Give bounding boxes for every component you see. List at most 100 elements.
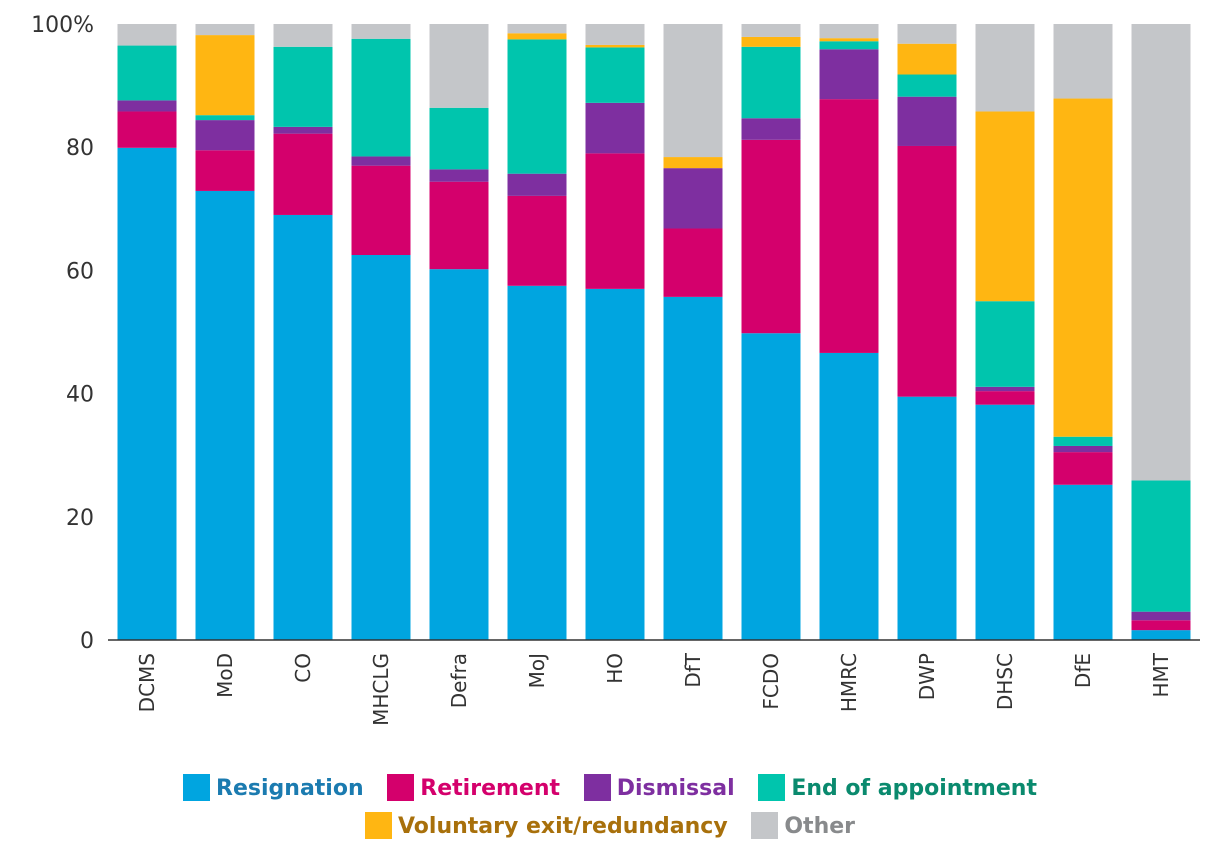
bar-segment-dwp-resignation (897, 396, 957, 640)
bar-segment-mhclg-dismissal (351, 156, 411, 166)
bar-segment-dcms-resignation (117, 147, 177, 640)
legend-item-voluntary-exit-redundancy: Voluntary exit/redundancy (364, 808, 728, 846)
bar-segment-hmrc-dismissal (819, 49, 879, 100)
bar-segment-dhsc-retirement (975, 391, 1035, 405)
bar-segment-hmt-other (1131, 24, 1191, 481)
bar-segment-defra-end-of-appointment (429, 107, 489, 170)
bar-segment-dwp-dismissal (897, 96, 957, 146)
x-tick-label: MHCLG (369, 653, 393, 726)
x-tick-label: MoD (213, 653, 237, 698)
bar-segment-dhsc-resignation (975, 404, 1035, 640)
x-tick-label: DWP (915, 653, 939, 700)
bar-segment-dwp-other (897, 24, 957, 44)
x-tick-label: DCMS (135, 653, 159, 712)
bar-segment-hmt-end-of-appointment (1131, 480, 1191, 612)
legend-label: Voluntary exit/redundancy (397, 814, 728, 839)
y-tick-label: 60 (66, 259, 94, 284)
bar-segment-hmt-dismissal (1131, 611, 1191, 621)
legend-swatch (758, 774, 786, 801)
bar-segment-hmrc-voluntary-exit-redundancy (819, 38, 879, 42)
bar-segment-co-end-of-appointment (273, 46, 333, 127)
bar-segment-mod-voluntary-exit-redundancy (195, 35, 255, 116)
x-tick-label: MoJ (525, 653, 549, 688)
bar-segment-fcdo-resignation (741, 333, 801, 640)
bar-segment-defra-retirement (429, 181, 489, 270)
bar-segment-fcdo-voluntary-exit-redundancy (741, 36, 801, 47)
legend-swatch (364, 812, 392, 839)
legend-swatch (183, 774, 211, 801)
bar-segment-dcms-end-of-appointment (117, 45, 177, 101)
bar-segment-dfe-end-of-appointment (1053, 436, 1113, 446)
bar-segment-fcdo-other (741, 24, 801, 37)
y-tick-label: 80 (66, 136, 94, 161)
legend-item-end-of-appointment: End of appointment (758, 770, 1037, 808)
bar-segment-fcdo-end-of-appointment (741, 46, 801, 119)
bar-segment-dcms-dismissal (117, 100, 177, 112)
bar-segment-mhclg-other (351, 24, 411, 39)
bar-segment-dft-dismissal (663, 168, 723, 229)
legend: Resignation Retirement Dismissal End of … (0, 770, 1220, 846)
bar-segment-defra-dismissal (429, 169, 489, 182)
x-tick-label: HMT (1149, 652, 1173, 697)
bar-segment-ho-end-of-appointment (585, 47, 645, 103)
x-tick-label: DHSC (993, 653, 1017, 710)
bar-segment-ho-dismissal (585, 102, 645, 154)
legend-swatch (583, 774, 611, 801)
bar-segment-dwp-end-of-appointment (897, 74, 957, 97)
bar-segment-moj-retirement (507, 195, 567, 286)
bar-segment-mhclg-resignation (351, 255, 411, 640)
legend-label: Dismissal (616, 776, 735, 801)
x-tick-label: FCDO (759, 653, 783, 710)
bar-segment-hmt-retirement (1131, 620, 1191, 631)
y-axis: 0 20 40 60 80 100% (31, 13, 94, 654)
bar-segment-mhclg-end-of-appointment (351, 38, 411, 157)
bar-segment-fcdo-dismissal (741, 118, 801, 140)
bar-segment-dfe-other (1053, 24, 1113, 99)
bar-segment-mhclg-retirement (351, 165, 411, 255)
bar-segment-co-resignation (273, 214, 333, 640)
bar-segment-dhsc-voluntary-exit-redundancy (975, 111, 1035, 302)
bar-segment-hmrc-other (819, 24, 879, 39)
bar-segment-dcms-other (117, 24, 177, 46)
bar-segment-mod-end-of-appointment (195, 115, 255, 121)
y-tick-label: 20 (66, 506, 94, 531)
legend-item-retirement: Retirement (387, 770, 560, 808)
bar-segment-co-other (273, 24, 333, 47)
bar-segment-dwp-voluntary-exit-redundancy (897, 43, 957, 75)
bar-segment-ho-retirement (585, 153, 645, 289)
bars-layer (117, 24, 1191, 640)
bar-segment-mod-dismissal (195, 120, 255, 151)
x-tick-label: CO (291, 653, 315, 683)
legend-swatch (387, 774, 415, 801)
bar-segment-dft-other (663, 24, 723, 158)
bar-segment-hmrc-retirement (819, 99, 879, 353)
bar-segment-moj-other (507, 24, 567, 34)
bar-segment-fcdo-retirement (741, 139, 801, 334)
stacked-bar-chart: 0 20 40 60 80 100% DCMS MoD CO MHCLG Defra MoJ HO Df… (31, 13, 1200, 726)
x-tick-label: HO (603, 653, 627, 684)
x-axis: DCMS MoD CO MHCLG Defra MoJ HO DfT FCDO HMRC DWP DH… (108, 639, 1200, 726)
legend-item-resignation: Resignation (183, 770, 364, 808)
bar-segment-hmt-resignation (1131, 630, 1191, 640)
y-tick-label: 100% (31, 13, 94, 38)
bar-segment-mod-other (195, 24, 255, 36)
bar-segment-dft-voluntary-exit-redundancy (663, 157, 723, 169)
bar-segment-dfe-dismissal (1053, 445, 1113, 453)
bar-segment-moj-dismissal (507, 173, 567, 196)
bar-segment-dwp-retirement (897, 145, 957, 397)
legend-label: Retirement (420, 776, 561, 801)
x-tick-label: Defra (447, 653, 471, 708)
x-tick-label: DfE (1071, 653, 1095, 688)
bar-segment-hmrc-resignation (819, 352, 879, 640)
bar-segment-ho-resignation (585, 288, 645, 640)
legend-swatch (751, 812, 779, 839)
bar-segment-dhsc-dismissal (975, 386, 1035, 392)
y-tick-label: 0 (80, 629, 94, 654)
bar-segment-ho-other (585, 24, 645, 45)
bar-segment-dft-resignation (663, 296, 723, 640)
bar-segment-mod-retirement (195, 150, 255, 191)
bar-segment-defra-resignation (429, 269, 489, 640)
bar-segment-ho-voluntary-exit-redundancy (585, 44, 645, 48)
legend-item-other: Other (751, 808, 855, 846)
legend-item-dismissal: Dismissal (583, 770, 735, 808)
